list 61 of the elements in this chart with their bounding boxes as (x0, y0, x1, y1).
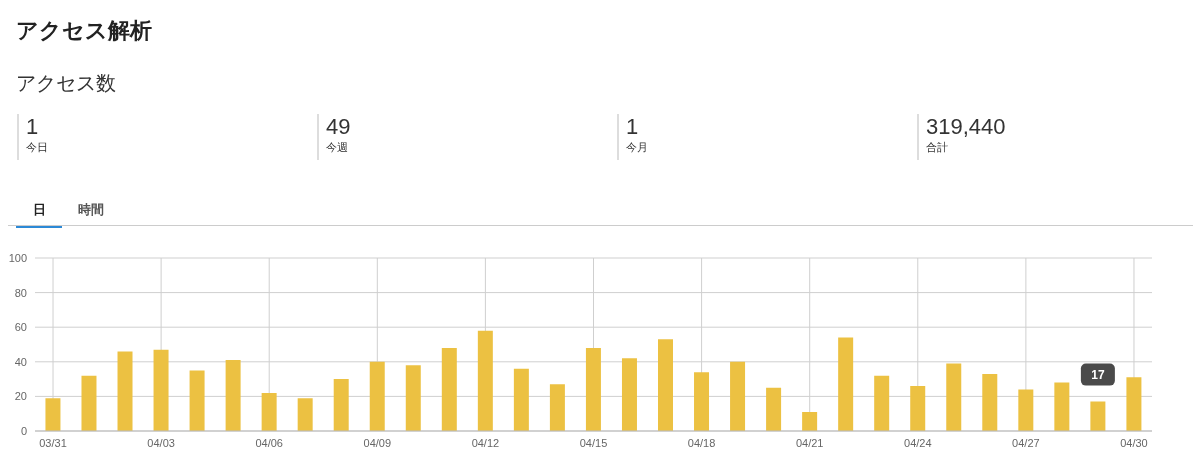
x-tick-label: 04/27 (1012, 436, 1040, 449)
bar (1018, 389, 1034, 431)
y-tick-label: 0 (20, 424, 27, 437)
x-tick-label: 04/15 (579, 436, 608, 449)
x-tick-label: 03/31 (39, 436, 67, 449)
bar (261, 392, 277, 431)
bar (45, 398, 61, 431)
bar (441, 347, 457, 431)
chart-title: アクセス解析 (16, 17, 152, 45)
x-tick-label: 04/24 (904, 436, 932, 449)
bar (982, 373, 998, 431)
text: 今週 (326, 140, 349, 155)
x-tick-label: 04/09 (363, 436, 392, 449)
text: 今日 (26, 140, 48, 155)
bar (189, 370, 205, 431)
bar (658, 339, 673, 431)
bar (81, 375, 97, 431)
bar (1090, 401, 1106, 431)
x-tick-label: 04/03 (147, 436, 175, 449)
y-tick-label: 20 (14, 390, 27, 403)
bar (153, 349, 169, 431)
bar (802, 411, 818, 431)
bar (621, 358, 637, 431)
x-tick-label: 04/30 (1120, 436, 1148, 449)
x-tick-label: 04/21 (795, 436, 824, 449)
y-tick-label: 60 (14, 321, 27, 334)
bar (513, 368, 529, 431)
text: 合計 (926, 140, 949, 155)
text: 49 (326, 114, 351, 140)
bar (874, 375, 890, 431)
data-label: 17 (1091, 367, 1105, 382)
bar (730, 361, 746, 431)
bar (694, 372, 710, 431)
y-tick-label: 80 (14, 286, 27, 299)
x-tick-label: 04/06 (255, 436, 283, 449)
x-tick-label: 04/12 (471, 436, 500, 449)
bar (946, 363, 962, 431)
text: 1 (626, 114, 640, 140)
chart-subtitle: アクセス数 (16, 71, 116, 96)
bar (1054, 382, 1070, 431)
y-tick-label: 100 (8, 251, 27, 264)
bar (405, 365, 421, 431)
bar (1126, 377, 1142, 431)
text: 時間 (77, 201, 105, 219)
bar (838, 337, 854, 431)
text: 1 (26, 114, 40, 140)
bar (333, 379, 349, 431)
bar (477, 330, 493, 431)
text: 日 (16, 194, 62, 228)
text: 319,440 (926, 114, 1006, 140)
x-tick-label: 04/18 (687, 436, 716, 449)
bar (117, 351, 133, 431)
bar (225, 360, 241, 431)
bar (369, 361, 385, 431)
bar (585, 347, 601, 431)
y-tick-label: 40 (14, 355, 27, 368)
text: 今月 (626, 140, 648, 155)
bar (297, 398, 313, 431)
bar (766, 387, 782, 431)
bar (549, 384, 565, 431)
bar (910, 386, 926, 431)
